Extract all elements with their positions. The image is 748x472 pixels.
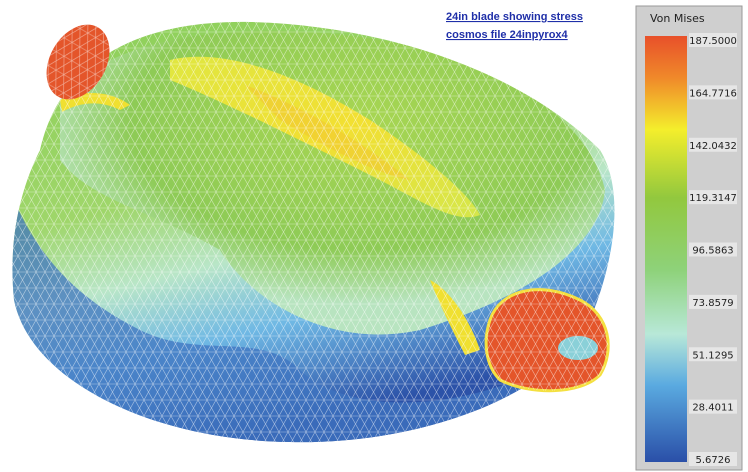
caption-line: cosmos file 24inpyrox4 [446, 29, 569, 41]
tick-label-box [689, 452, 737, 466]
tick-label-box [689, 85, 737, 100]
hub-right [484, 288, 610, 393]
legend-title: Von Mises [650, 12, 705, 25]
color-bar [645, 36, 687, 462]
legend-tick-label: 187.5000 [689, 36, 737, 47]
tick-label-box [689, 347, 737, 362]
legend-tick-label: 142.0432 [689, 141, 737, 152]
legend-tick-label: 51.1295 [692, 350, 733, 361]
legend-tick-label: 73.8579 [692, 298, 733, 309]
caption-line: 24in blade showing stress [446, 11, 583, 23]
legend-tick-label: 119.3147 [689, 193, 737, 204]
hub-left [46, 24, 110, 100]
legend-tick-label: 5.6726 [696, 455, 731, 466]
legend-panel: Von Mises 187.5000 164.7716 142.0432 119.31… [635, 5, 743, 471]
tick-label-box [689, 33, 737, 47]
tick-label-box [689, 242, 737, 257]
tick-label-box [689, 399, 737, 414]
tick-label-box [689, 190, 737, 205]
legend-tick-label: 96.5863 [692, 246, 733, 257]
legend-tick-label: 164.7716 [689, 88, 737, 99]
blade-model [12, 21, 615, 443]
tick-label-box [689, 294, 737, 309]
legend-tick-label: 28.4011 [692, 403, 733, 414]
tick-label-box [689, 137, 737, 152]
